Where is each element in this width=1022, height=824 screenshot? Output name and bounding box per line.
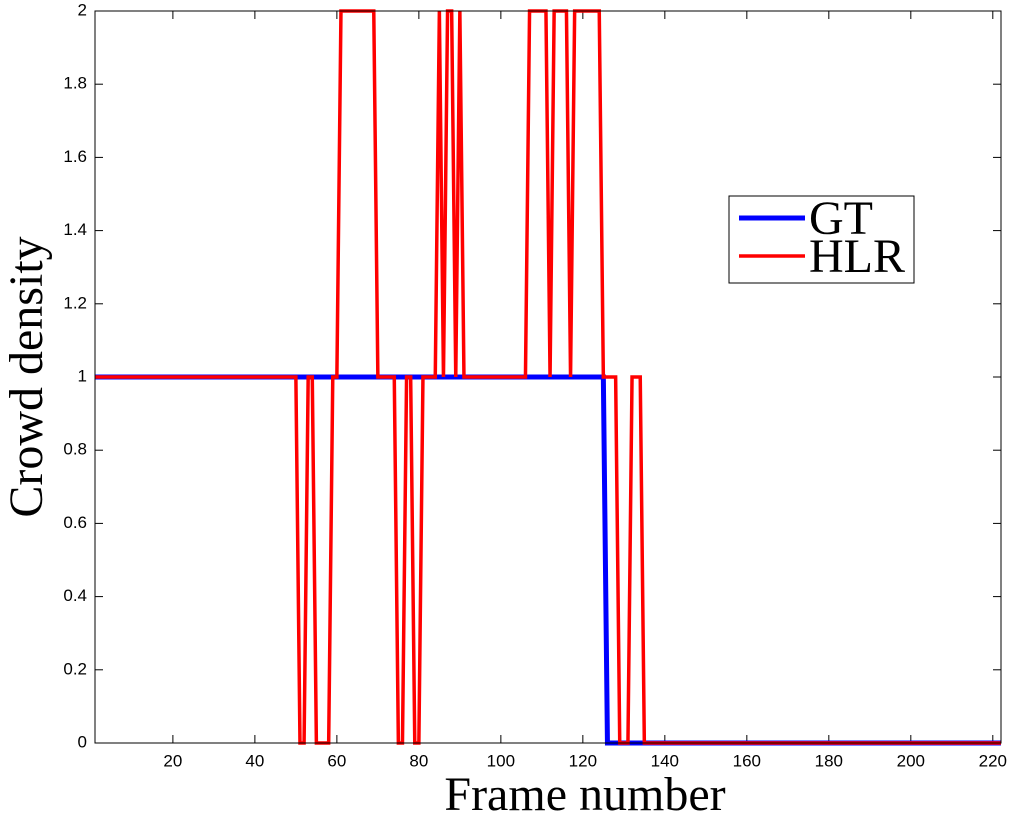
y-tick-label: 0.8 xyxy=(63,440,87,459)
series-line xyxy=(95,374,1001,746)
x-tick-label: 60 xyxy=(327,751,346,770)
x-tick-label: 220 xyxy=(979,751,1007,770)
x-tick-label: 80 xyxy=(409,751,428,770)
y-tick-label: 1.2 xyxy=(63,293,87,312)
x-tick-label: 40 xyxy=(245,751,264,770)
y-axis-label: Crowd density xyxy=(0,236,53,517)
y-tick-label: 1.8 xyxy=(63,74,87,93)
x-tick-label: 160 xyxy=(733,751,761,770)
x-tick-label: 180 xyxy=(815,751,843,770)
y-tick-label: 2 xyxy=(78,0,87,19)
x-tick-label: 120 xyxy=(569,751,597,770)
y-tick-label: 0.4 xyxy=(63,586,87,605)
y-tick-label: 1 xyxy=(78,366,87,385)
x-tick-label: 200 xyxy=(897,751,925,770)
plot-frame xyxy=(94,10,1002,744)
x-tick-label: 20 xyxy=(163,751,182,770)
x-axis-label: Frame number xyxy=(444,768,725,821)
legend-label: GT xyxy=(809,192,873,245)
y-tick-label: 1.4 xyxy=(63,220,87,239)
y-tick-label: 1.6 xyxy=(63,147,87,166)
y-tick-label: 0.6 xyxy=(63,513,87,532)
y-tick-label: 0 xyxy=(78,732,87,751)
x-tick-label: 140 xyxy=(651,751,679,770)
legend-label: HLR xyxy=(809,230,905,283)
x-tick-label: 100 xyxy=(487,751,515,770)
legend-box xyxy=(728,195,915,284)
series-line xyxy=(95,9,1001,745)
y-tick-label: 0.2 xyxy=(63,659,87,678)
